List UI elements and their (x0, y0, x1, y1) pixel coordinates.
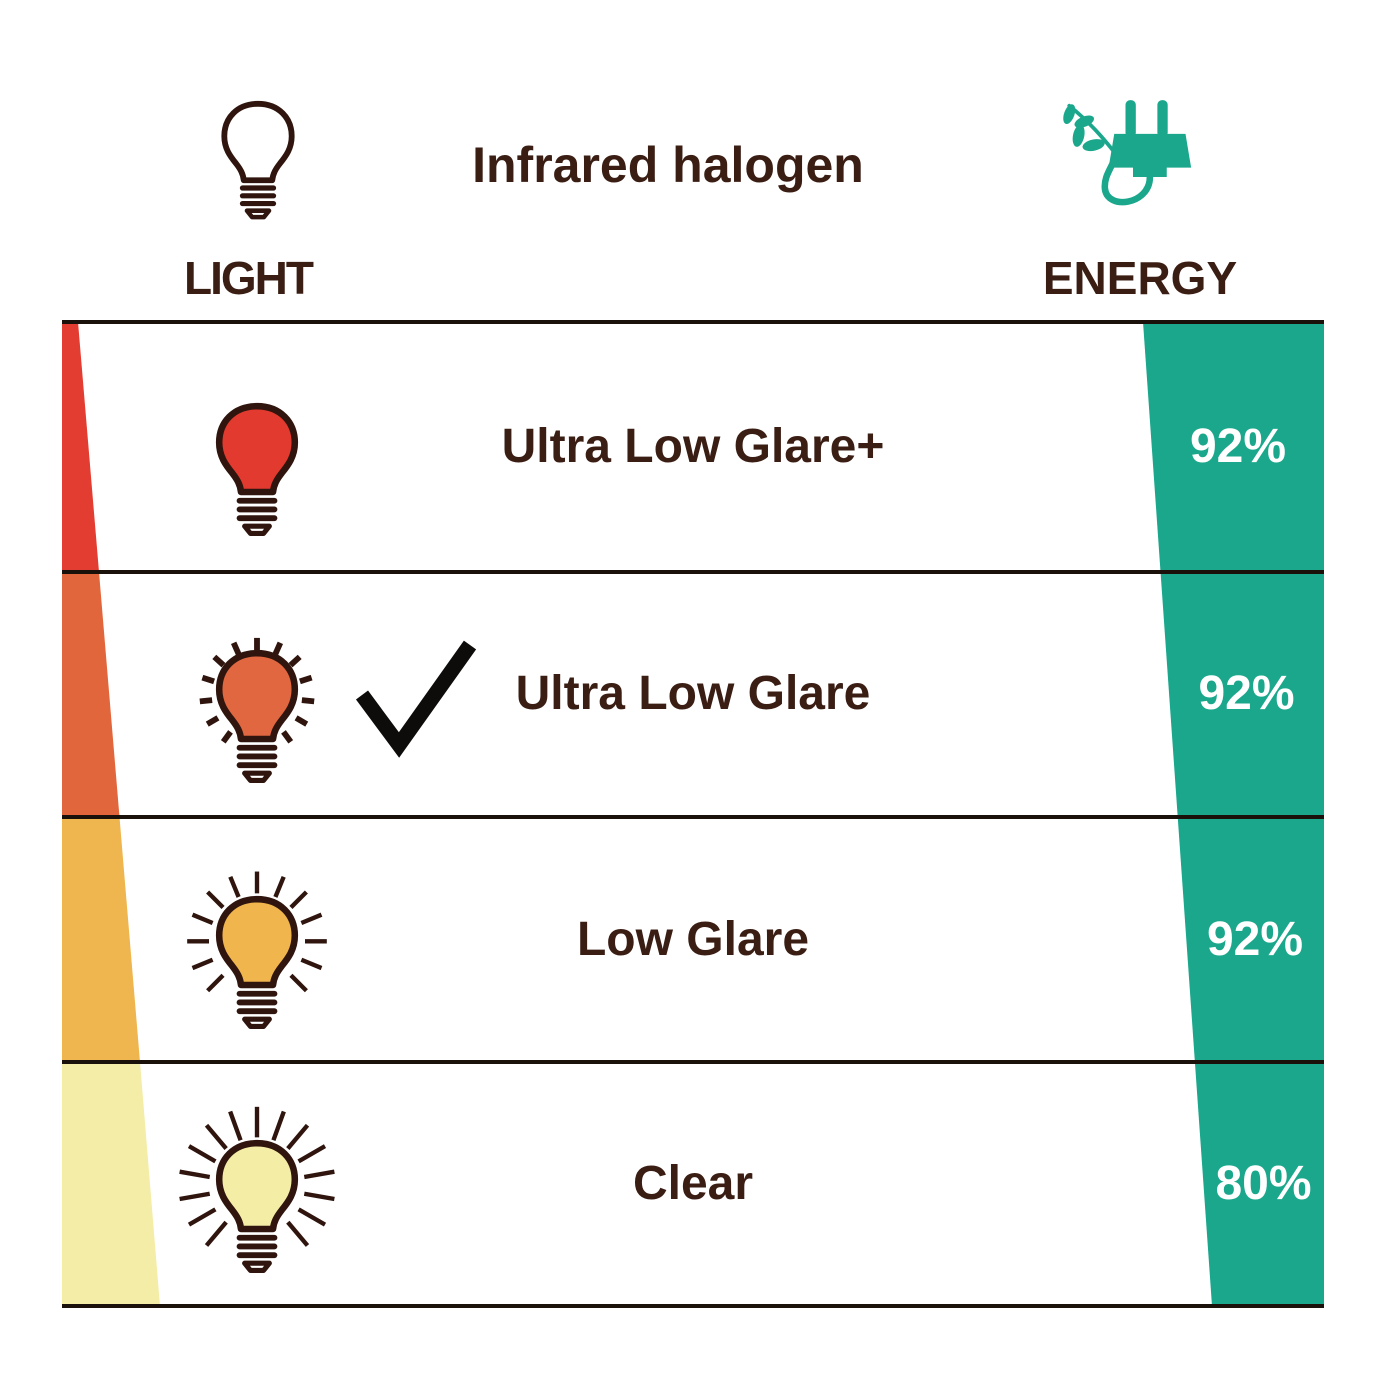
energy-percent: 92% (1198, 667, 1295, 720)
light-wedge-row-2 (62, 817, 140, 1062)
row-label: Clear (632, 1157, 754, 1210)
energy-column-header: ENERGY (1042, 252, 1238, 304)
page-title: Infrared halogen (472, 137, 864, 193)
light-wedge-row-0 (62, 322, 99, 572)
energy-percent: 92% (1189, 420, 1287, 473)
bulb-rays (199, 637, 315, 744)
energy-percent: 80% (1215, 1157, 1312, 1210)
plug-with-leaf-icon (1063, 100, 1192, 206)
row-label: Ultra Low Glare+ (501, 420, 885, 473)
bulb-icon-red (215, 402, 299, 536)
light-wedge-row-3 (62, 1062, 160, 1306)
bulb-outline-icon (221, 100, 295, 220)
row-label: Low Glare (576, 913, 810, 966)
bulb-icon-orange (199, 637, 315, 783)
energy-percent: 92% (1206, 913, 1304, 966)
bulb-rays (187, 871, 327, 993)
bulb-rays (179, 1106, 335, 1247)
bulb-icon-pale-yellow (179, 1106, 335, 1273)
light-column-header: LIGHT (184, 252, 314, 304)
checkmark-icon (355, 640, 477, 758)
light-wedge-row-1 (62, 572, 120, 817)
bulb-icon-amber (187, 871, 327, 1029)
row-label: Ultra Low Glare (515, 667, 871, 720)
